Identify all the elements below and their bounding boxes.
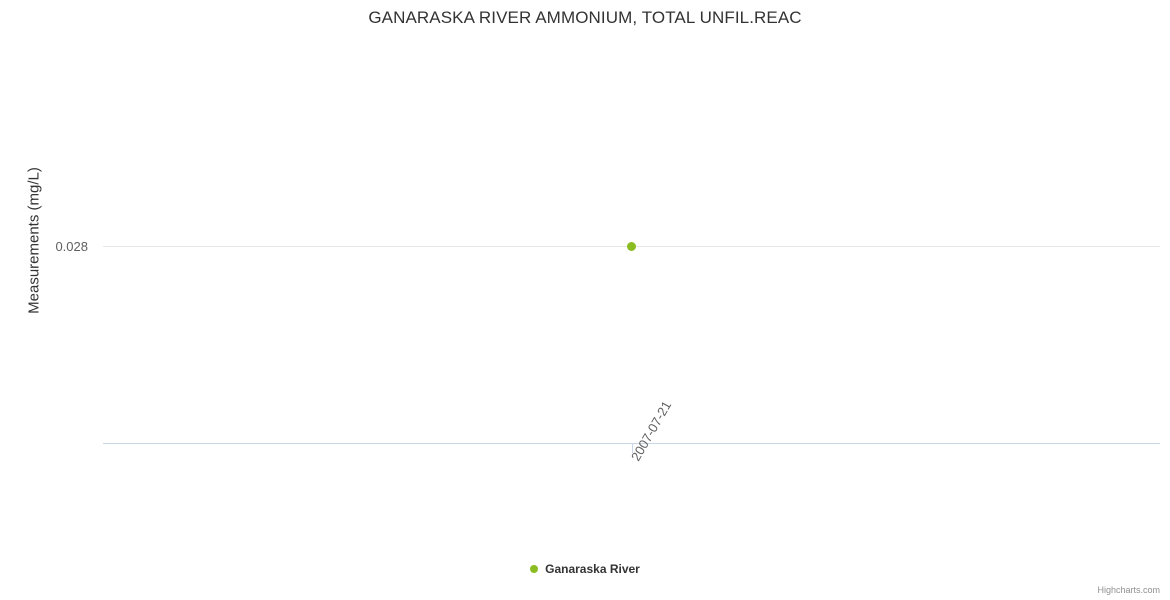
highcharts-credits-link[interactable]: Highcharts.com xyxy=(1097,585,1160,595)
y-axis-title: Measurements (mg/L) xyxy=(25,167,43,314)
plot-area xyxy=(103,60,1160,443)
x-axis-line xyxy=(103,443,1160,444)
x-axis-tick-mark xyxy=(632,444,633,453)
legend-marker-icon xyxy=(530,565,539,573)
y-axis-tick-label: 0.028 xyxy=(55,239,88,254)
legend-item-label: Ganaraska River xyxy=(545,562,640,576)
legend-item-ganaraska-river[interactable]: Ganaraska River xyxy=(530,562,640,576)
chart-legend: Ganaraska River xyxy=(0,562,1170,576)
data-point-ganaraska-river[interactable] xyxy=(628,243,635,250)
chart-title: GANARASKA RIVER AMMONIUM, TOTAL UNFIL.RE… xyxy=(368,8,802,27)
